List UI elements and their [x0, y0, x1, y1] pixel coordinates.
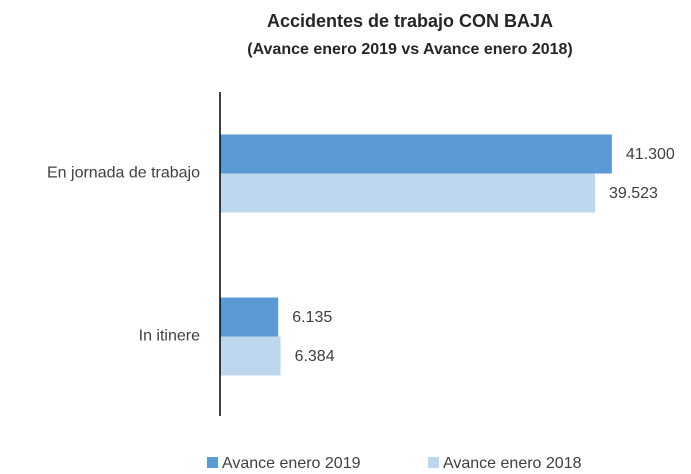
bar: [220, 134, 612, 174]
chart-subtitle: (Avance enero 2019 vs Avance enero 2018): [247, 41, 573, 58]
y-tick-label: In itinere: [139, 328, 200, 345]
data-label: 6.384: [295, 348, 335, 365]
data-label: 41.300: [626, 146, 675, 163]
legend-label: Avance enero 2018: [443, 455, 582, 472]
legend-swatch: [207, 457, 218, 468]
chart-title: Accidentes de trabajo CON BAJA: [267, 11, 553, 31]
bar: [220, 297, 279, 337]
legend-swatch: [428, 457, 439, 468]
bar: [220, 173, 596, 213]
bar: [220, 336, 281, 376]
data-label: 6.135: [292, 309, 332, 326]
data-label: 39.523: [609, 185, 658, 202]
y-tick-label: En jornada de trabajo: [47, 165, 200, 182]
legend-label: Avance enero 2019: [222, 455, 361, 472]
